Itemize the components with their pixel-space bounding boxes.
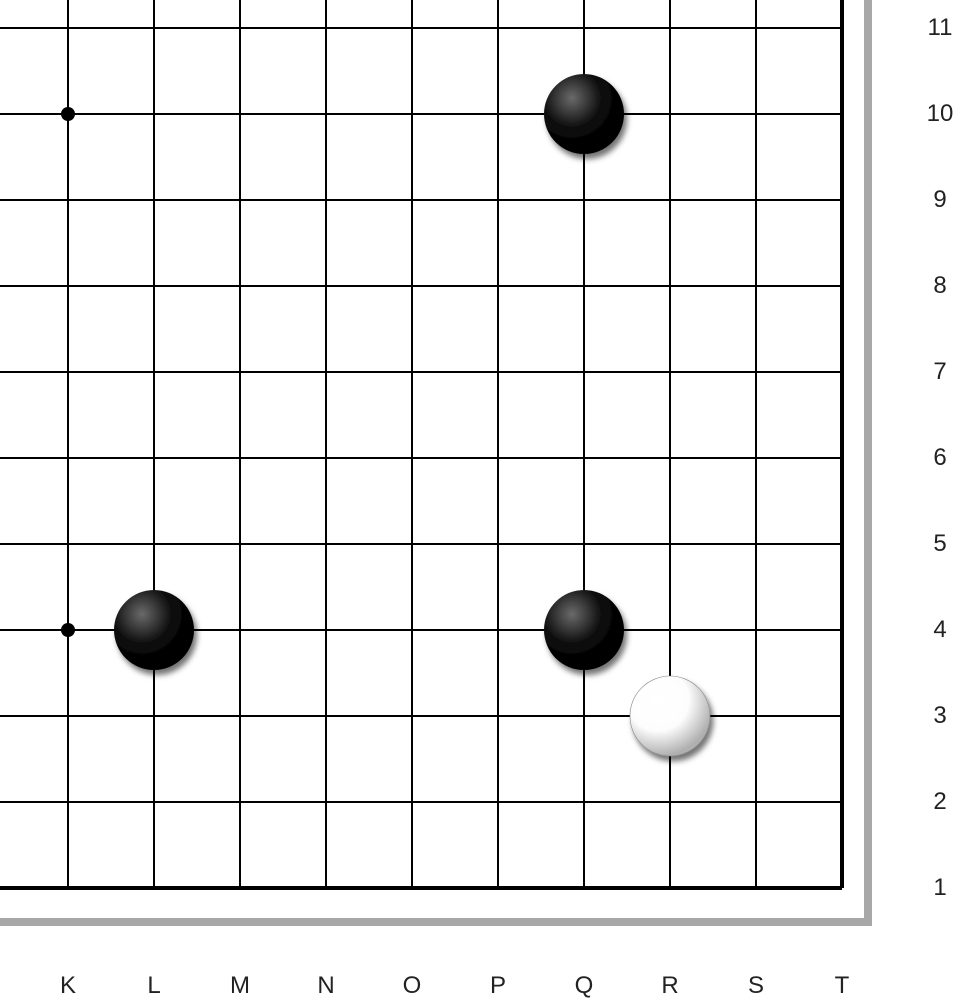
col-label-S: S — [741, 972, 771, 1000]
star-point — [61, 107, 75, 121]
col-label-R: R — [655, 972, 685, 1000]
col-label-L: L — [139, 972, 169, 1000]
stone-black[interactable] — [114, 590, 194, 670]
col-label-M: M — [225, 972, 255, 1000]
row-label-8: 8 — [920, 272, 960, 300]
stone-black[interactable] — [544, 590, 624, 670]
stone-white[interactable] — [630, 676, 710, 756]
row-label-11: 11 — [920, 14, 960, 42]
go-board[interactable] — [0, 0, 972, 1002]
stone-black[interactable] — [544, 74, 624, 154]
row-label-2: 2 — [920, 788, 960, 816]
row-label-9: 9 — [920, 186, 960, 214]
go-board-container: K L M N O P Q R S T 1 2 3 4 5 6 7 8 9 10 11 — [0, 0, 972, 1002]
row-label-4: 4 — [920, 616, 960, 644]
col-label-O: O — [397, 972, 427, 1000]
row-label-5: 5 — [920, 530, 960, 558]
col-label-N: N — [311, 972, 341, 1000]
row-label-10: 10 — [920, 100, 960, 128]
row-label-3: 3 — [920, 702, 960, 730]
col-label-P: P — [483, 972, 513, 1000]
star-point — [61, 623, 75, 637]
col-label-K: K — [53, 972, 83, 1000]
row-label-7: 7 — [920, 358, 960, 386]
row-label-1: 1 — [920, 874, 960, 902]
col-label-T: T — [827, 972, 857, 1000]
row-label-6: 6 — [920, 444, 960, 472]
col-label-Q: Q — [569, 972, 599, 1000]
